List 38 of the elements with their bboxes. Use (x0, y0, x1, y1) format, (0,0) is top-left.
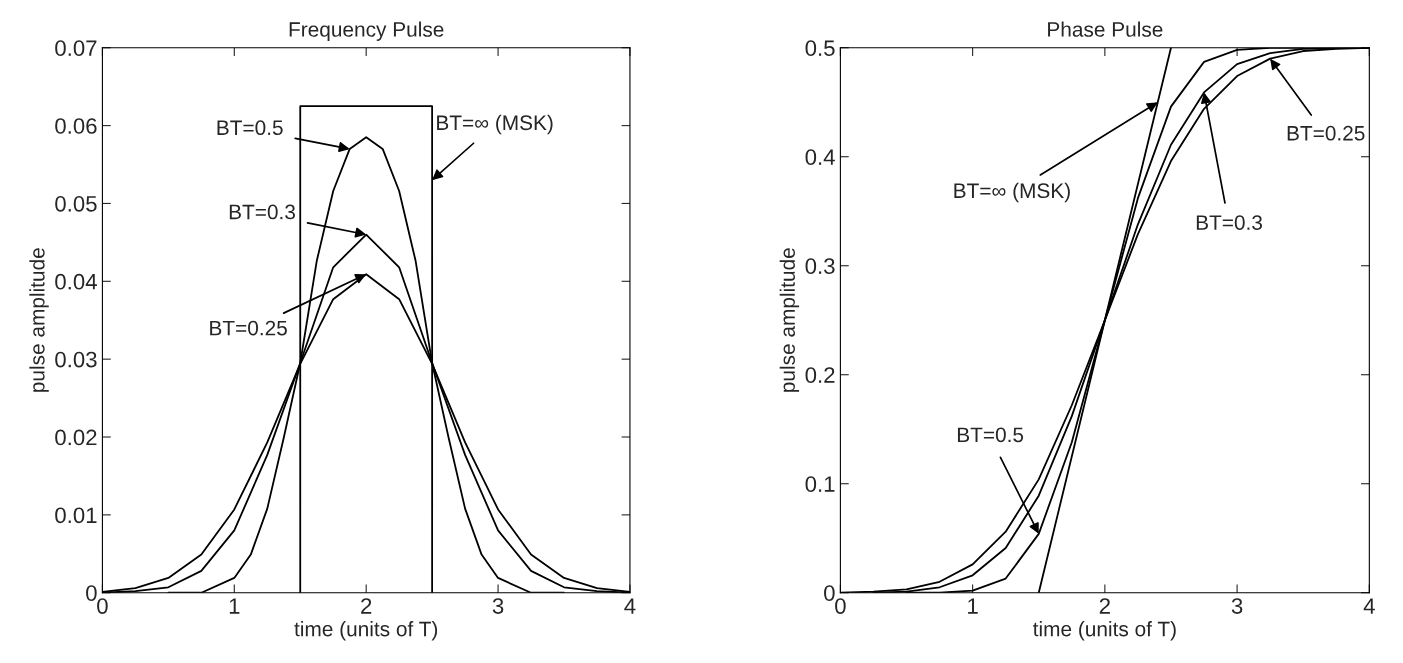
x-tick-label: 2 (1099, 598, 1110, 614)
y-tick-label: 0.05 (55, 195, 97, 212)
x-tick-label: 3 (1231, 598, 1243, 614)
y-tick-label: 0.2 (805, 367, 835, 383)
y-tick-label: 0.02 (55, 429, 97, 446)
x-tick-label: 0 (835, 598, 846, 614)
y-axis-title: pulse amplitude (779, 248, 800, 392)
y-tick-label: 0.01 (55, 507, 97, 524)
x-tick-label: 3 (492, 598, 504, 614)
x-tick-label: 4 (1363, 598, 1375, 614)
annotation: BT=∞ (MSK) (954, 182, 1070, 203)
y-axis-title: pulse amplitude (29, 248, 49, 392)
annotation: BT=0.3 (229, 204, 295, 220)
x-axis-title: time (units of T) (1033, 621, 1176, 641)
y-tick-label: 0.06 (55, 118, 97, 134)
annotation: BT=0.5 (957, 427, 1024, 443)
y-tick-label: 0.03 (55, 351, 97, 368)
y-tick-label: 0 (86, 585, 97, 601)
y-tick-label: 0.04 (55, 273, 97, 290)
x-tick-label: 0 (97, 598, 108, 614)
y-tick-label: 0.1 (805, 476, 835, 492)
annotation: BT=0.5 (217, 120, 283, 136)
annotation: BT=0.3 (1196, 215, 1262, 230)
annotation: BT=0.25 (1287, 125, 1365, 141)
y-tick-label: 0.07 (55, 40, 97, 57)
x-tick-label: 1 (229, 598, 240, 614)
annotation: BT=∞ (MSK) (437, 114, 553, 135)
y-tick-label: 0.5 (805, 40, 835, 57)
y-tick-label: 0 (824, 585, 835, 601)
x-tick-label: 4 (624, 598, 636, 614)
y-tick-label: 0.3 (805, 258, 835, 274)
chart-title: Frequency Pulse (289, 21, 444, 41)
annotation: BT=0.25 (210, 320, 287, 336)
x-axis-title: time (units of T) (294, 621, 438, 641)
chart-title: Phase Pulse (1048, 21, 1163, 37)
x-tick-label: 2 (361, 598, 372, 614)
x-tick-label: 1 (968, 598, 978, 614)
y-tick-label: 0.4 (805, 149, 835, 165)
